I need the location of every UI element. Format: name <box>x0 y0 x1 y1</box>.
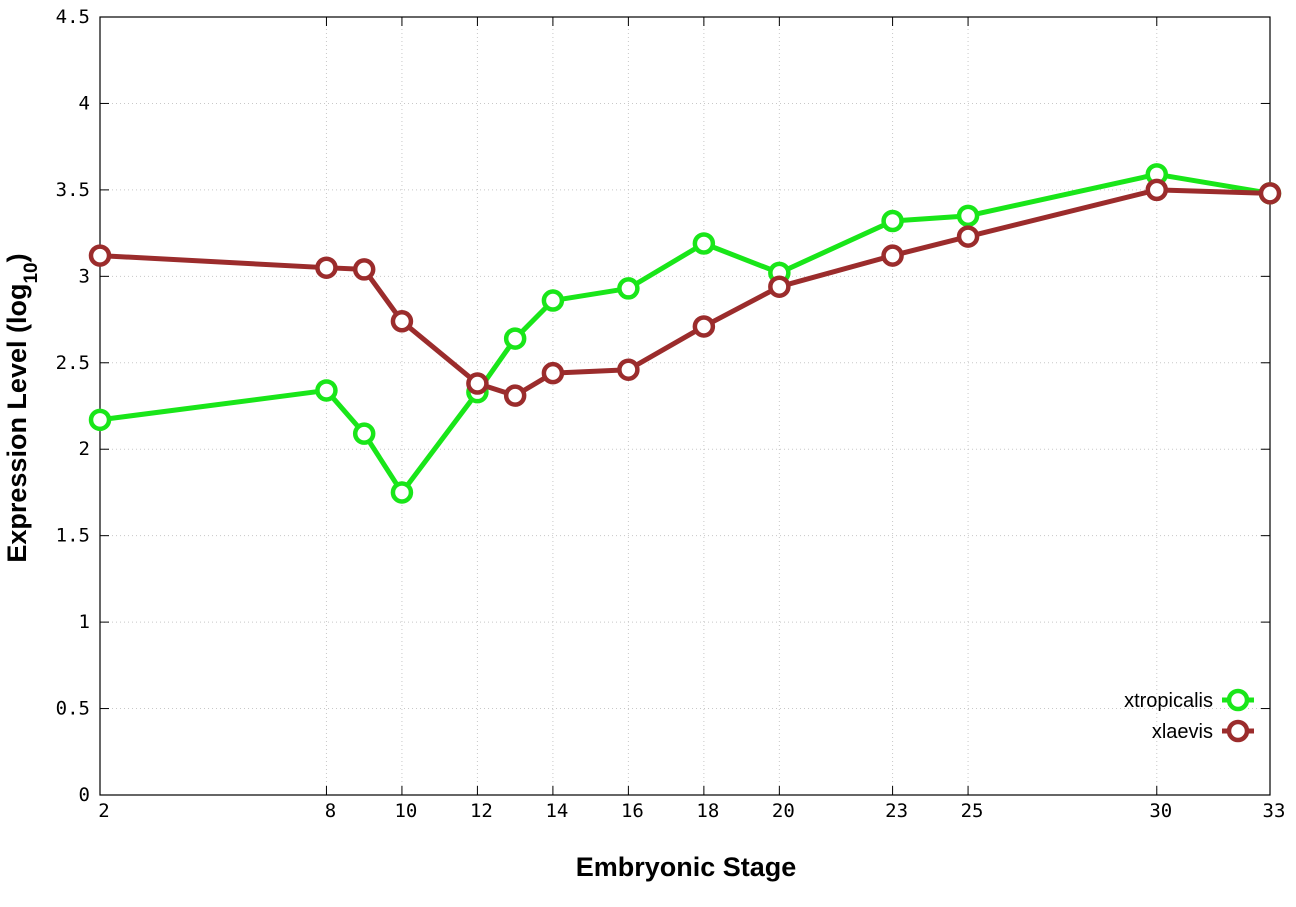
y-tick-label: 4.5 <box>56 6 90 28</box>
x-tick-label: 12 <box>470 800 493 822</box>
data-point-xlaevis <box>617 358 640 381</box>
y-tick-label: 0.5 <box>56 698 90 720</box>
x-tick-label: 20 <box>772 800 795 822</box>
series-layer <box>88 163 1282 504</box>
data-point-xtropicalis <box>88 408 112 432</box>
y-tick-label: 1.5 <box>56 525 90 547</box>
y-tick-label: 3 <box>79 265 90 287</box>
data-point-xlaevis <box>352 258 376 281</box>
data-point-xlaevis <box>956 225 980 248</box>
legend-label-xlaevis: xlaevis <box>1152 721 1213 743</box>
axes <box>99 16 1271 796</box>
x-tick-label: 14 <box>545 800 568 822</box>
data-point-xtropicalis <box>617 277 640 300</box>
data-point-xlaevis <box>1258 182 1282 205</box>
legend-marker-xlaevis <box>1226 719 1250 743</box>
data-point-xlaevis <box>768 275 791 298</box>
x-axis-title: Embryonic Stage <box>576 852 797 882</box>
x-tick-label: 23 <box>885 800 908 822</box>
x-tick-label: 30 <box>1149 800 1172 822</box>
data-point-xtropicalis <box>956 204 980 228</box>
data-point-xlaevis <box>881 244 904 267</box>
x-tick-label: 18 <box>696 800 719 822</box>
y-tick-label: 4 <box>79 92 90 114</box>
y-tick-label: 3.5 <box>56 179 90 201</box>
data-point-xlaevis <box>88 244 112 267</box>
tick-labels: 0 0.5 1 1.5 2 2.5 3 3.5 4 4.5 2 8 10 12 14 16 18 20 23 25 30… <box>56 6 1286 822</box>
y-axis-title-base: (log <box>2 284 32 333</box>
y-axis-title-close: ) <box>2 253 32 262</box>
y-axis-title: Expression Level (log10) <box>2 253 42 562</box>
x-tick-label: 10 <box>394 800 417 822</box>
y-axis-title-subscript: 10 <box>21 262 42 283</box>
x-tick-label: 8 <box>325 800 336 822</box>
data-point-xlaevis <box>1145 178 1169 202</box>
data-point-xtropicalis <box>881 209 904 233</box>
legend-marker-xtropicalis <box>1226 688 1250 712</box>
data-point-xlaevis <box>692 315 716 338</box>
y-axis-title-main: Expression Level <box>2 341 32 563</box>
legend-label-xtropicalis: xtropicalis <box>1124 690 1213 712</box>
series-xlaevis <box>88 178 1282 407</box>
y-tick-label: 0 <box>79 784 90 806</box>
legend: xtropicalis xlaevis <box>1124 688 1254 743</box>
data-point-xlaevis <box>541 361 565 385</box>
x-tick-label: 25 <box>961 800 984 822</box>
data-point-xtropicalis <box>692 232 716 255</box>
data-point-xtropicalis <box>390 481 414 504</box>
x-tick-label: 16 <box>621 800 644 822</box>
data-point-xlaevis <box>466 372 489 395</box>
y-tick-label: 1 <box>79 611 90 633</box>
data-point-xlaevis <box>503 384 527 407</box>
data-point-xtropicalis <box>541 289 565 312</box>
data-point-xtropicalis <box>315 379 338 402</box>
data-point-xtropicalis <box>503 327 527 350</box>
y-axis-title-space <box>2 333 32 341</box>
plot-border <box>99 16 1271 796</box>
x-tick-label: 33 <box>1263 800 1286 822</box>
series-line-xtropicalis <box>99 171 1271 495</box>
y-tick-label: 2.5 <box>56 352 90 374</box>
x-tick-label: 2 <box>98 800 109 822</box>
y-tick-label: 2 <box>79 438 90 460</box>
data-point-xlaevis <box>315 256 338 279</box>
data-point-xtropicalis <box>352 422 376 445</box>
grid <box>100 17 1270 795</box>
data-point-xlaevis <box>390 310 414 333</box>
